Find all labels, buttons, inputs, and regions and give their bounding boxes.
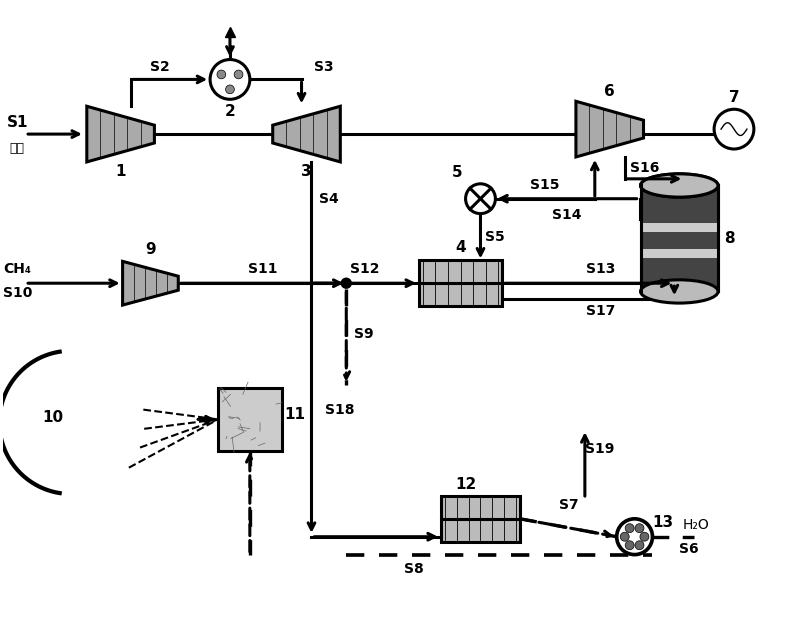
Text: 4: 4 xyxy=(455,240,466,255)
Text: 7: 7 xyxy=(729,90,739,105)
Bar xyxy=(641,223,718,232)
Text: S13: S13 xyxy=(586,262,615,276)
Text: 2: 2 xyxy=(225,104,235,119)
Circle shape xyxy=(342,278,351,288)
Circle shape xyxy=(635,541,644,550)
Circle shape xyxy=(210,59,250,100)
Text: CH₄: CH₄ xyxy=(3,262,31,276)
Circle shape xyxy=(635,524,644,533)
Text: S16: S16 xyxy=(630,161,659,175)
Text: 3: 3 xyxy=(301,165,312,179)
Polygon shape xyxy=(122,262,178,305)
Text: S11: S11 xyxy=(247,262,277,276)
Text: S14: S14 xyxy=(552,207,582,221)
Circle shape xyxy=(625,541,634,550)
Circle shape xyxy=(714,109,754,149)
Text: 空气: 空气 xyxy=(10,142,25,154)
Circle shape xyxy=(640,532,649,541)
Polygon shape xyxy=(273,107,340,162)
Text: 13: 13 xyxy=(652,516,673,530)
Bar xyxy=(218,388,282,451)
Bar xyxy=(419,260,502,306)
Text: S5: S5 xyxy=(485,230,504,244)
Text: S4: S4 xyxy=(318,191,338,205)
Circle shape xyxy=(234,70,243,79)
Text: 8: 8 xyxy=(724,231,734,246)
Circle shape xyxy=(625,524,634,533)
Bar xyxy=(641,249,718,258)
Text: 10: 10 xyxy=(42,410,63,425)
Circle shape xyxy=(466,184,495,214)
Text: 9: 9 xyxy=(145,242,156,257)
Text: S6: S6 xyxy=(679,542,699,556)
Text: 11: 11 xyxy=(284,407,305,422)
Text: S10: S10 xyxy=(2,286,32,300)
Circle shape xyxy=(620,532,630,541)
Text: S8: S8 xyxy=(403,561,423,575)
Text: 5: 5 xyxy=(451,165,462,181)
Text: S1: S1 xyxy=(6,115,28,130)
Text: S15: S15 xyxy=(530,178,559,192)
Text: 1: 1 xyxy=(115,165,126,179)
Text: S3: S3 xyxy=(314,61,334,75)
Text: 6: 6 xyxy=(604,84,615,99)
Circle shape xyxy=(617,519,653,554)
Ellipse shape xyxy=(641,174,718,197)
Bar xyxy=(441,496,520,542)
Text: S9: S9 xyxy=(354,327,374,341)
Polygon shape xyxy=(87,107,154,162)
Text: S19: S19 xyxy=(585,442,614,456)
Ellipse shape xyxy=(641,280,718,303)
Ellipse shape xyxy=(641,174,718,197)
Text: 12: 12 xyxy=(455,477,476,491)
Circle shape xyxy=(226,85,234,94)
Circle shape xyxy=(217,70,226,79)
Polygon shape xyxy=(576,101,643,157)
Text: S12: S12 xyxy=(350,262,380,276)
Text: S7: S7 xyxy=(558,498,578,512)
Bar xyxy=(641,186,718,292)
Text: S17: S17 xyxy=(586,304,615,318)
Text: S18: S18 xyxy=(325,403,354,417)
Text: H₂O: H₂O xyxy=(683,518,710,532)
Text: S2: S2 xyxy=(150,61,170,75)
